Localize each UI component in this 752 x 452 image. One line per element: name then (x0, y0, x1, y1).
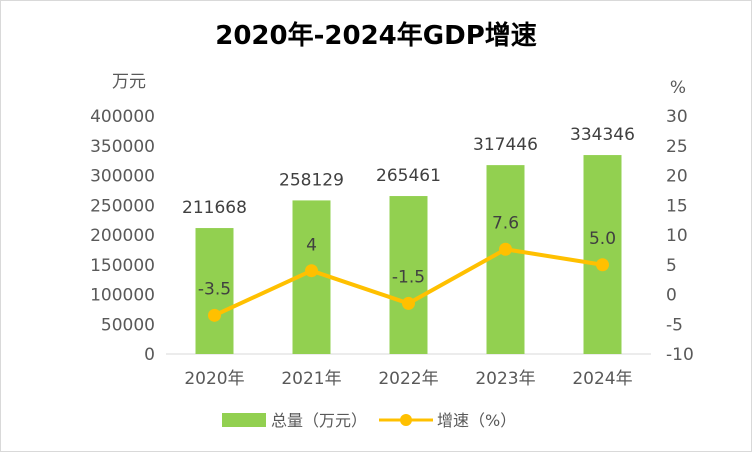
right-axis-tick-label: 5 (666, 256, 677, 276)
line-value-label: 5.0 (589, 229, 616, 249)
left-axis-tick-label: 50000 (101, 315, 155, 335)
line-value-label: 7.6 (492, 213, 519, 233)
right-axis-tick-label: -10 (666, 345, 694, 365)
left-axis-tick-label: 250000 (90, 196, 155, 216)
right-axis-tick-label: 20 (666, 167, 688, 187)
left-axis-tick-label: 300000 (90, 167, 155, 187)
left-axis-unit: 万元 (112, 72, 146, 92)
bar-2023年 (486, 165, 525, 354)
x-axis-tick-label: 2024年 (572, 369, 632, 389)
bar-value-label: 334346 (570, 125, 635, 145)
left-axis-tick-label: 350000 (90, 137, 155, 157)
left-axis-ticks: 0 50000 100000 150000 200000 250000 300000 3500… (90, 107, 155, 365)
left-axis-tick-label: 400000 (90, 107, 155, 127)
bar-value-label: 258129 (279, 170, 344, 190)
line-series: -3.5 4 -1.5 7.6 5.0 (198, 213, 616, 322)
left-axis-tick-label: 200000 (90, 226, 155, 246)
x-axis-tick-label: 2022年 (378, 369, 438, 389)
right-axis-tick-label: -5 (666, 315, 683, 335)
right-axis-tick-label: 15 (666, 196, 688, 216)
bar-2020年 (195, 228, 234, 354)
bar-value-label: 265461 (376, 166, 441, 186)
bar-value-label: 317446 (473, 135, 538, 155)
x-axis-tick-label: 2020年 (184, 369, 244, 389)
line-point-2023年 (499, 242, 512, 256)
bar-2022年 (389, 196, 428, 354)
bar-value-label: 211668 (182, 198, 247, 218)
bar-series: 211668 258129 265461 317446 334346 (182, 125, 635, 354)
right-axis-tick-label: 0 (666, 286, 677, 306)
left-axis-tick-label: 0 (144, 345, 155, 365)
category-labels: 2020年 2021年 2022年 2023年 2024年 (184, 369, 632, 389)
right-axis-tick-label: 25 (666, 137, 688, 157)
line-value-label: 4 (306, 236, 317, 256)
line-point-2021年 (305, 264, 318, 278)
left-axis-tick-label: 150000 (90, 256, 155, 276)
line-point-2020年 (208, 308, 221, 322)
line-point-2022年 (402, 296, 415, 310)
right-axis-ticks: -10 -5 0 5 10 15 20 25 30 (666, 107, 694, 365)
legend-line-marker (400, 414, 412, 426)
right-axis-unit: % (670, 78, 686, 98)
right-axis-tick-label: 30 (666, 107, 688, 127)
legend: 总量（万元） 增速（%） (222, 411, 516, 430)
x-axis-tick-label: 2023年 (475, 369, 535, 389)
bar-2024年 (583, 155, 622, 354)
line-point-2024年 (596, 258, 609, 272)
right-axis-tick-label: 10 (666, 226, 688, 246)
line-value-label: -1.5 (392, 267, 425, 287)
chart-title: 2020年-2024年GDP增速 (215, 20, 537, 51)
left-axis-tick-label: 100000 (90, 286, 155, 306)
legend-bar-swatch (222, 413, 266, 427)
legend-bar-label: 总量（万元） (271, 411, 367, 430)
legend-line-label: 增速（%） (437, 411, 516, 430)
line-value-label: -3.5 (198, 279, 231, 299)
x-axis-tick-label: 2021年 (281, 369, 341, 389)
